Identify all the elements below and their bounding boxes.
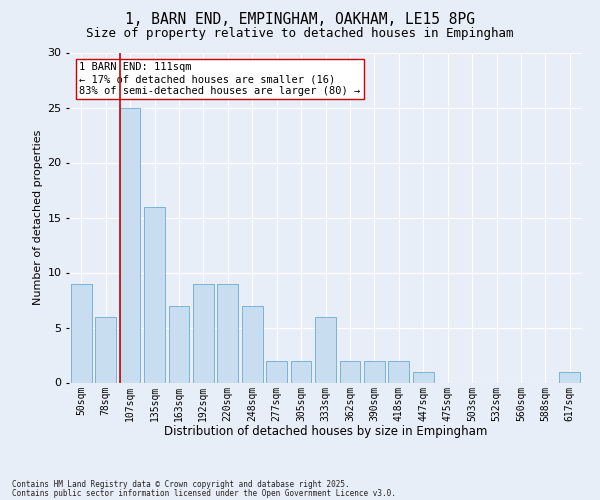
Bar <box>266 360 287 382</box>
Text: Size of property relative to detached houses in Empingham: Size of property relative to detached ho… <box>86 28 514 40</box>
Bar <box>290 360 311 382</box>
Bar <box>315 316 336 382</box>
X-axis label: Distribution of detached houses by size in Empingham: Distribution of detached houses by size … <box>164 424 487 438</box>
Bar <box>364 360 385 382</box>
Text: 1 BARN END: 111sqm
← 17% of detached houses are smaller (16)
83% of semi-detache: 1 BARN END: 111sqm ← 17% of detached hou… <box>79 62 361 96</box>
Bar <box>95 316 116 382</box>
Bar <box>144 206 165 382</box>
Bar <box>193 284 214 382</box>
Text: 1, BARN END, EMPINGHAM, OAKHAM, LE15 8PG: 1, BARN END, EMPINGHAM, OAKHAM, LE15 8PG <box>125 12 475 28</box>
Bar <box>71 284 92 382</box>
Bar <box>119 108 140 382</box>
Bar <box>388 360 409 382</box>
Text: Contains HM Land Registry data © Crown copyright and database right 2025.: Contains HM Land Registry data © Crown c… <box>12 480 350 489</box>
Bar <box>217 284 238 382</box>
Text: Contains public sector information licensed under the Open Government Licence v3: Contains public sector information licen… <box>12 488 396 498</box>
Bar <box>559 372 580 382</box>
Bar <box>413 372 434 382</box>
Bar <box>242 306 263 382</box>
Bar <box>169 306 190 382</box>
Bar <box>340 360 361 382</box>
Y-axis label: Number of detached properties: Number of detached properties <box>33 130 43 305</box>
